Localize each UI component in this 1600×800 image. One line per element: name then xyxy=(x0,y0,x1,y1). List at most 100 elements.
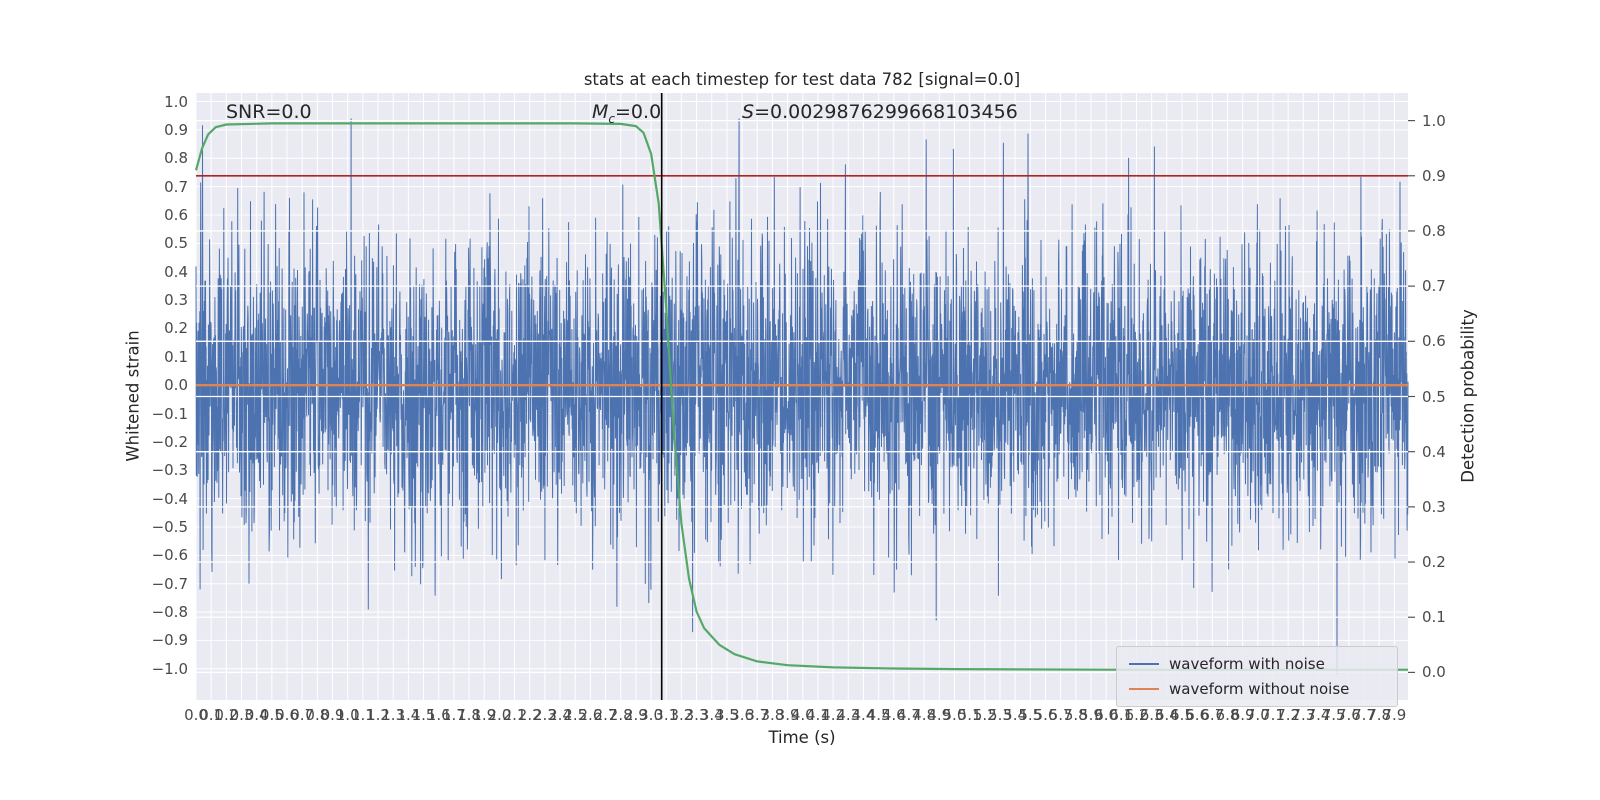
y-tick-label-left: 0.6 xyxy=(164,205,188,224)
x-tick-label: 3.6 xyxy=(730,706,755,724)
y-tick-label-left: 0.8 xyxy=(164,149,188,168)
annotation-chirp-mass: Mc=0.0 xyxy=(592,101,661,126)
x-tick-label: 2.7 xyxy=(593,706,618,724)
x-tick-label: 5.8 xyxy=(1063,706,1088,724)
x-tick-label: 1.2 xyxy=(366,706,390,724)
chart-title: stats at each timestep for test data 782… xyxy=(583,70,1021,89)
y-axis-label-left: Whitened strain xyxy=(123,330,143,462)
y-tick-label-right: 0.2 xyxy=(1422,553,1446,572)
y-tick-label-right: 0.3 xyxy=(1422,497,1446,516)
x-tick-label: 5.5 xyxy=(1018,706,1043,724)
x-tick-label: 2.3 xyxy=(532,706,557,724)
y-tick-label-left: −0.6 xyxy=(151,546,188,565)
x-tick-label: 0.5 xyxy=(259,706,284,724)
y-axis-label-right: Detection probability xyxy=(1458,309,1478,483)
legend-swatch-with-noise xyxy=(1129,663,1159,665)
y-tick-label-right: 0.5 xyxy=(1422,387,1446,406)
x-tick-label: 0.7 xyxy=(290,706,315,724)
x-tick-label: 4.0 xyxy=(790,706,815,724)
x-tick-label: 2.9 xyxy=(623,706,648,724)
x-tick-label: 2.8 xyxy=(608,706,633,724)
x-tick-label: 3.5 xyxy=(714,706,739,724)
x-tick-label: 6.3 xyxy=(1139,706,1164,724)
x-tick-label: 7.8 xyxy=(1367,706,1392,724)
y-tick-label-left: −0.3 xyxy=(151,461,188,480)
chirp-mass-symbol: M xyxy=(592,101,609,123)
x-tick-label: 0.2 xyxy=(214,706,239,724)
x-tick-label: 6.0 xyxy=(1094,706,1119,724)
y-tick-label-left: 0.0 xyxy=(164,376,188,395)
x-tick-label: 1.9 xyxy=(472,706,497,724)
x-tick-label: 1.1 xyxy=(350,706,375,724)
x-tick-label: 2.6 xyxy=(578,706,603,724)
series-detection-probability xyxy=(194,122,1408,671)
x-tick-label: 6.4 xyxy=(1154,706,1179,724)
x-tick-label: 7.1 xyxy=(1261,706,1285,724)
y-tick-label-right: 0.8 xyxy=(1422,221,1446,240)
x-tick-label: 7.6 xyxy=(1336,706,1361,724)
x-tick-label: 2.2 xyxy=(517,706,542,724)
legend-item-with-noise: waveform with noise xyxy=(1129,655,1385,673)
y-tick-label-right: 0.7 xyxy=(1422,277,1446,296)
x-tick-label: 4.8 xyxy=(912,706,937,724)
x-tick-label: 0.8 xyxy=(305,706,330,724)
x-tick-label: 3.8 xyxy=(760,706,785,724)
x-tick-label: 7.7 xyxy=(1352,706,1376,724)
x-tick-label: 2.5 xyxy=(563,706,588,724)
x-tick-label: 6.5 xyxy=(1170,706,1194,724)
x-tick-label: 0.0 xyxy=(184,706,208,724)
x-tick-label: 2.0 xyxy=(487,706,512,724)
x-tick-label: 5.2 xyxy=(972,706,997,724)
x-tick-label: 1.3 xyxy=(381,706,406,724)
legend-item-without-noise: waveform without noise xyxy=(1129,680,1385,698)
x-tick-label: 5.4 xyxy=(1003,706,1028,724)
x-tick-label: 3.4 xyxy=(699,706,724,724)
x-tick-label: 7.3 xyxy=(1291,706,1316,724)
x-tick-label: 1.0 xyxy=(335,706,360,724)
x-tick-label: 5.0 xyxy=(942,706,967,724)
y-tick-label-right: 1.0 xyxy=(1422,111,1446,130)
x-tick-label: 7.0 xyxy=(1245,706,1270,724)
legend: waveform with noise waveform without noi… xyxy=(1116,646,1398,707)
x-tick-label: 3.3 xyxy=(684,706,709,724)
x-tick-label: 3.9 xyxy=(775,706,800,724)
y-tick-label-right: 0.6 xyxy=(1422,332,1446,351)
x-tick-label: 4.2 xyxy=(821,706,846,724)
x-tick-label: 4.7 xyxy=(897,706,921,724)
x-tick-label: 3.2 xyxy=(669,706,694,724)
x-tick-label: 2.1 xyxy=(502,706,527,724)
x-tick-label: 6.7 xyxy=(1200,706,1225,724)
annotation-s-value: S=0.0029876299668103456 xyxy=(742,101,1018,123)
annotation-snr: SNR=0.0 xyxy=(226,101,312,123)
x-tick-label: 4.3 xyxy=(836,706,861,724)
y-tick-label-left: 0.9 xyxy=(164,120,188,139)
x-tick-label: 5.3 xyxy=(988,706,1012,724)
legend-swatch-without-noise xyxy=(1129,688,1159,690)
y-tick-label-left: −0.5 xyxy=(151,517,188,536)
x-tick-label: 0.9 xyxy=(320,706,345,724)
y-tick-label-right: 0.0 xyxy=(1422,663,1446,682)
x-tick-label: 5.6 xyxy=(1033,706,1058,724)
x-tick-label: 3.1 xyxy=(654,706,679,724)
x-tick-label: 5.1 xyxy=(957,706,982,724)
y-tick-label-right: 0.4 xyxy=(1422,442,1446,461)
s-symbol: S xyxy=(742,101,755,123)
x-tick-label: 4.4 xyxy=(851,706,876,724)
y-tick-label-left: 0.3 xyxy=(164,291,188,310)
y-tick-label-left: −0.8 xyxy=(151,603,188,622)
y-tick-label-left: −0.1 xyxy=(151,404,188,423)
x-tick-label: 1.7 xyxy=(441,706,466,724)
x-tick-label: 4.6 xyxy=(881,706,906,724)
x-tick-label: 7.2 xyxy=(1276,706,1301,724)
s-value: =0.0029876299668103456 xyxy=(754,101,1018,123)
x-tick-label: 6.9 xyxy=(1230,706,1255,724)
chirp-mass-value: =0.0 xyxy=(615,101,662,123)
x-tick-label: 7.9 xyxy=(1382,706,1407,724)
y-tick-label-left: −1.0 xyxy=(151,659,188,678)
x-tick-label: 1.6 xyxy=(426,706,451,724)
x-tick-label: 5.7 xyxy=(1048,706,1073,724)
y-tick-label-right: 0.9 xyxy=(1422,166,1446,185)
x-tick-label: 3.0 xyxy=(639,706,663,724)
x-tick-label: 3.7 xyxy=(745,706,770,724)
